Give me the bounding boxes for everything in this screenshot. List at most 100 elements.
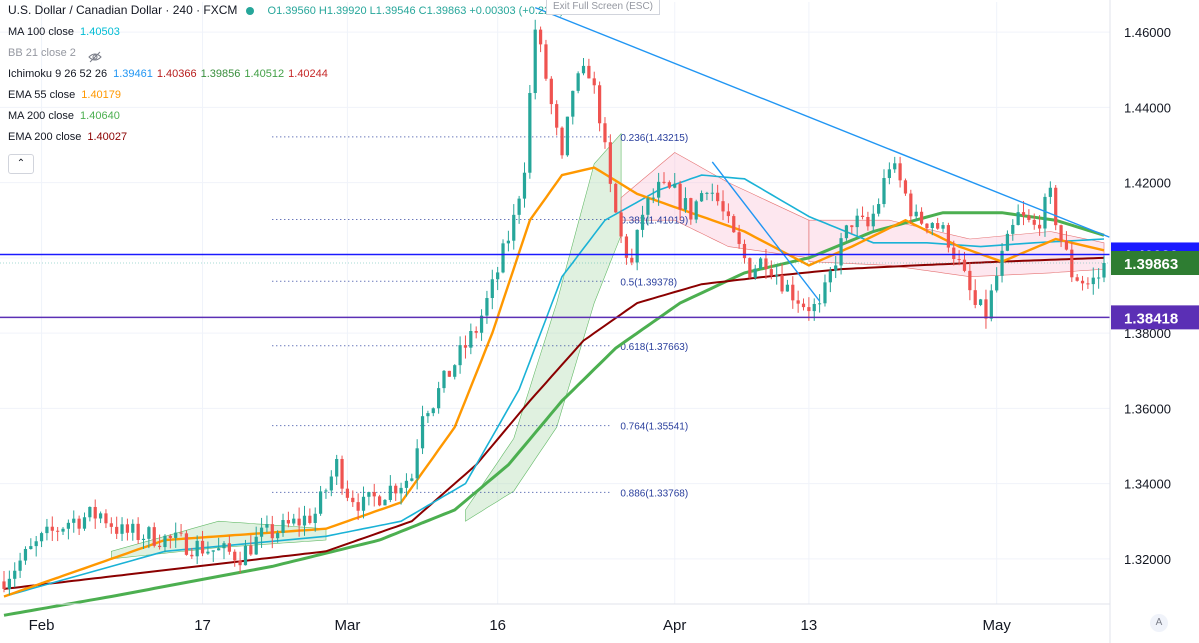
- candle-body: [555, 104, 559, 128]
- candle-body: [394, 485, 398, 494]
- candle-body: [946, 225, 950, 248]
- candle-body: [174, 532, 178, 538]
- indicator-label: Ichimoku 9 26 52 26: [8, 68, 108, 80]
- candle-body: [351, 497, 355, 503]
- fibonacci-retracement: 0.236(1.43215) 0.382(1.41019) 0.5(1.39378)…: [272, 133, 688, 499]
- candle-body: [769, 269, 773, 276]
- collapse-legend-button[interactable]: ⌃: [8, 154, 34, 174]
- time-axis: Feb 17 Mar 16 Apr 13 May: [0, 603, 1110, 634]
- short-trendline: [711, 161, 821, 302]
- candle-body: [699, 193, 704, 202]
- candle-body: [1059, 225, 1063, 241]
- symbol-row: U.S. Dollar / Canadian Dollar · 240 · FX…: [8, 2, 564, 18]
- candle-body: [404, 480, 409, 488]
- time-tick-label: 17: [194, 617, 211, 634]
- candle-body: [603, 123, 607, 143]
- candle-body: [893, 163, 897, 170]
- candle-body: [973, 290, 977, 305]
- candle-body: [1054, 187, 1058, 226]
- descending-trendline: [534, 6, 1110, 238]
- candle-body: [136, 523, 140, 541]
- indicator-value: 1.40512: [244, 68, 285, 80]
- candle-body: [39, 533, 44, 542]
- candle-body: [758, 258, 763, 269]
- candle-body: [726, 211, 730, 217]
- candle-body: [190, 554, 194, 557]
- candle-body: [887, 169, 891, 179]
- candle-body: [742, 243, 747, 259]
- candle-body: [141, 538, 146, 541]
- candle-body: [989, 290, 993, 319]
- indicator-value: 1.40366: [156, 68, 197, 80]
- candle-body: [415, 448, 419, 479]
- indicator-legend-row[interactable]: BB 21 close 2: [8, 45, 76, 61]
- candle-body: [839, 238, 843, 266]
- candle-body: [2, 581, 6, 589]
- candle-body: [13, 570, 17, 579]
- candle-body: [485, 298, 489, 316]
- indicator-legend-row[interactable]: MA 100 close 1.40503: [8, 24, 120, 40]
- indicator-label: EMA 55 close: [8, 89, 76, 101]
- candle-body: [383, 499, 387, 506]
- candle-body: [361, 496, 366, 511]
- exit-fullscreen-button[interactable]: Exit Full Screen (ESC): [546, 0, 660, 15]
- price-tick-label: 1.38000: [1124, 326, 1171, 341]
- indicator-legend-row[interactable]: EMA 200 close 1.40027: [8, 129, 127, 145]
- candle-body: [276, 532, 280, 539]
- candle-body: [764, 258, 768, 270]
- time-tick-label: Apr: [663, 617, 686, 634]
- candle-body: [98, 513, 103, 519]
- candle-body: [952, 247, 956, 259]
- candle-body: [694, 201, 698, 220]
- candle-body: [785, 284, 790, 292]
- candle-body: [367, 492, 371, 497]
- fib-level-label: 0.618(1.37663): [620, 342, 688, 353]
- indicator-legend-row[interactable]: EMA 55 close 1.40179: [8, 87, 121, 103]
- candle-body: [716, 192, 720, 202]
- candle-body: [120, 524, 124, 534]
- candle-body: [587, 65, 591, 79]
- candle-body: [640, 214, 645, 230]
- candle-body: [66, 522, 70, 529]
- candle-body: [184, 533, 189, 555]
- candle-body: [807, 307, 811, 312]
- candle-body: [23, 549, 28, 561]
- candle-body: [195, 540, 199, 557]
- candle-body: [522, 172, 527, 199]
- candle-body: [560, 127, 564, 156]
- candle-body: [399, 487, 403, 494]
- candle-body: [72, 518, 76, 523]
- indicator-value: 1.40179: [81, 89, 122, 101]
- fib-level-label: 0.5(1.39378): [620, 277, 677, 288]
- candle-body: [936, 223, 940, 229]
- candle-body: [259, 527, 264, 537]
- indicator-value: 1.40027: [87, 131, 128, 143]
- candle-body: [914, 211, 918, 217]
- candle-body: [297, 518, 301, 526]
- candle-body: [662, 181, 666, 183]
- candle-body: [581, 65, 586, 74]
- hidden-eye-icon[interactable]: [88, 50, 102, 64]
- candle-body: [877, 204, 881, 214]
- candle-body: [163, 535, 167, 548]
- price-tick-label: 1.32000: [1124, 552, 1171, 567]
- indicator-legend-row[interactable]: Ichimoku 9 26 52 26 1.39461 1.40366 1.39856…: [8, 66, 328, 82]
- candle-body: [109, 523, 113, 527]
- candle-body: [909, 193, 913, 217]
- candle-body: [705, 192, 709, 194]
- candle-body: [1011, 224, 1015, 234]
- candle-body: [222, 543, 226, 549]
- candle-body: [941, 225, 945, 229]
- candle-body: [474, 331, 478, 333]
- candle-body: [249, 545, 253, 555]
- candle-body: [168, 535, 172, 538]
- indicator-legend-row[interactable]: MA 200 close 1.40640: [8, 108, 120, 124]
- candle-body: [624, 236, 629, 258]
- symbol-title[interactable]: U.S. Dollar / Canadian Dollar · 240 · FX…: [8, 3, 238, 17]
- fib-level-label: 0.764(1.35541): [620, 422, 688, 433]
- candle-body: [313, 513, 317, 523]
- tradingview-logo-icon[interactable]: A: [1150, 614, 1168, 632]
- candle-body: [866, 216, 870, 227]
- candle-body: [501, 243, 505, 273]
